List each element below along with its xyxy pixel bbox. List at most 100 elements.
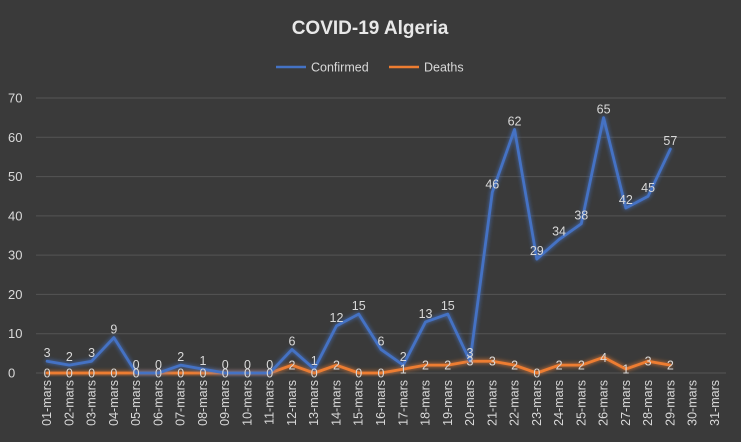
data-label-deaths: 0	[378, 367, 385, 381]
data-point-confirmed	[335, 324, 338, 328]
data-point-deaths	[580, 363, 583, 367]
data-label-confirmed: 2	[177, 350, 184, 364]
data-point-deaths	[646, 360, 650, 363]
x-tick-label: 13-mars	[307, 380, 321, 426]
data-point-deaths	[68, 371, 71, 375]
y-tick-label: 40	[8, 208, 22, 223]
x-tick-label: 18-mars	[419, 380, 433, 426]
data-label-confirmed: 62	[508, 114, 522, 128]
data-label-deaths: 0	[66, 367, 73, 381]
y-tick-label: 30	[8, 248, 22, 263]
data-label-deaths: 0	[133, 367, 140, 381]
data-label-deaths: 0	[244, 367, 251, 381]
data-label-deaths: 3	[489, 355, 496, 369]
y-tick-label: 0	[8, 366, 15, 381]
data-point-deaths	[535, 371, 539, 375]
x-tick-label: 20-mars	[463, 380, 477, 426]
data-label-confirmed: 34	[552, 224, 566, 238]
y-tick-label: 70	[8, 91, 22, 106]
data-point-confirmed	[624, 206, 628, 210]
data-label-confirmed: 0	[244, 358, 251, 372]
x-tick-label: 30-mars	[686, 380, 700, 426]
y-tick-label: 60	[8, 130, 22, 145]
data-point-deaths	[335, 363, 338, 367]
data-label-confirmed: 1	[311, 354, 318, 368]
data-label-confirmed: 3	[88, 346, 95, 360]
data-label-confirmed: 0	[266, 358, 273, 372]
x-tick-label: 05-mars	[129, 380, 143, 426]
grid-lines	[36, 97, 726, 374]
data-point-confirmed	[313, 367, 316, 371]
data-label-confirmed: 65	[597, 103, 611, 117]
data-label-confirmed: 3	[44, 346, 51, 360]
data-label-confirmed: 13	[419, 307, 433, 321]
data-point-deaths	[179, 371, 182, 375]
data-point-confirmed	[513, 128, 516, 131]
series-group	[45, 116, 672, 375]
data-label-confirmed: 38	[574, 209, 588, 223]
data-point-confirmed	[112, 336, 116, 339]
data-point-confirmed	[446, 312, 449, 316]
data-label-deaths: 0	[311, 367, 318, 381]
x-tick-label: 04-mars	[107, 380, 121, 426]
data-point-confirmed	[468, 360, 472, 363]
y-tick-label: 50	[8, 169, 22, 184]
data-point-deaths	[602, 356, 605, 359]
data-point-deaths	[446, 363, 449, 367]
data-point-deaths	[557, 363, 561, 367]
x-tick-label: 22-mars	[508, 380, 522, 426]
data-point-deaths	[491, 360, 494, 363]
y-tick-label: 10	[8, 326, 22, 341]
data-point-deaths	[513, 363, 516, 367]
data-point-confirmed	[646, 195, 650, 198]
data-label-confirmed: 1	[199, 354, 206, 368]
data-label-confirmed: 6	[378, 334, 385, 348]
data-point-confirmed	[268, 371, 271, 375]
y-axis: 0 10 20 30 40 50 60 70	[8, 91, 22, 381]
data-point-deaths	[624, 367, 628, 371]
data-label-deaths: 0	[355, 367, 362, 381]
x-tick-label: 08-mars	[196, 380, 210, 426]
x-tick-label: 14-mars	[329, 380, 343, 426]
data-label-confirmed: 42	[619, 193, 633, 207]
series-line-confirmed	[45, 116, 672, 375]
data-point-deaths	[357, 371, 360, 375]
data-label-deaths: 2	[444, 359, 451, 373]
data-point-confirmed	[602, 116, 605, 119]
data-point-confirmed	[669, 147, 672, 151]
data-point-confirmed	[223, 371, 227, 375]
data-point-confirmed	[580, 222, 583, 225]
data-label-confirmed: 2	[66, 350, 73, 364]
x-tick-label: 27-mars	[619, 380, 633, 426]
data-point-confirmed	[134, 371, 138, 375]
data-point-deaths	[313, 371, 316, 375]
data-label-confirmed: 9	[110, 323, 117, 337]
x-tick-label: 17-mars	[396, 380, 410, 426]
x-tick-label: 07-mars	[174, 380, 188, 426]
data-label-confirmed: 0	[155, 358, 162, 372]
x-tick-label: 12-mars	[285, 380, 299, 426]
data-label-confirmed: 0	[222, 358, 229, 372]
data-point-deaths	[112, 371, 116, 375]
legend-label-confirmed: Confirmed	[311, 61, 369, 75]
data-label-deaths: 0	[533, 367, 540, 381]
data-label-deaths: 0	[199, 367, 206, 381]
data-label-deaths: 3	[645, 355, 652, 369]
data-label-confirmed: 2	[400, 350, 407, 364]
data-label-confirmed: 29	[530, 244, 544, 258]
x-tick-label: 10-mars	[240, 380, 254, 426]
data-label-confirmed: 0	[133, 358, 140, 372]
x-tick-label: 25-mars	[574, 380, 588, 426]
data-point-confirmed	[157, 371, 160, 375]
y-tick-label: 20	[8, 287, 22, 302]
data-point-confirmed	[535, 257, 539, 261]
data-label-deaths: 2	[556, 359, 563, 373]
data-point-confirmed	[357, 312, 360, 316]
data-point-confirmed	[179, 363, 182, 367]
x-tick-label: 23-mars	[530, 380, 544, 426]
data-label-deaths: 2	[288, 359, 295, 373]
x-tick-label: 11-mars	[263, 380, 277, 425]
x-tick-label: 29-mars	[663, 380, 677, 426]
data-label-deaths: 1	[622, 363, 629, 377]
